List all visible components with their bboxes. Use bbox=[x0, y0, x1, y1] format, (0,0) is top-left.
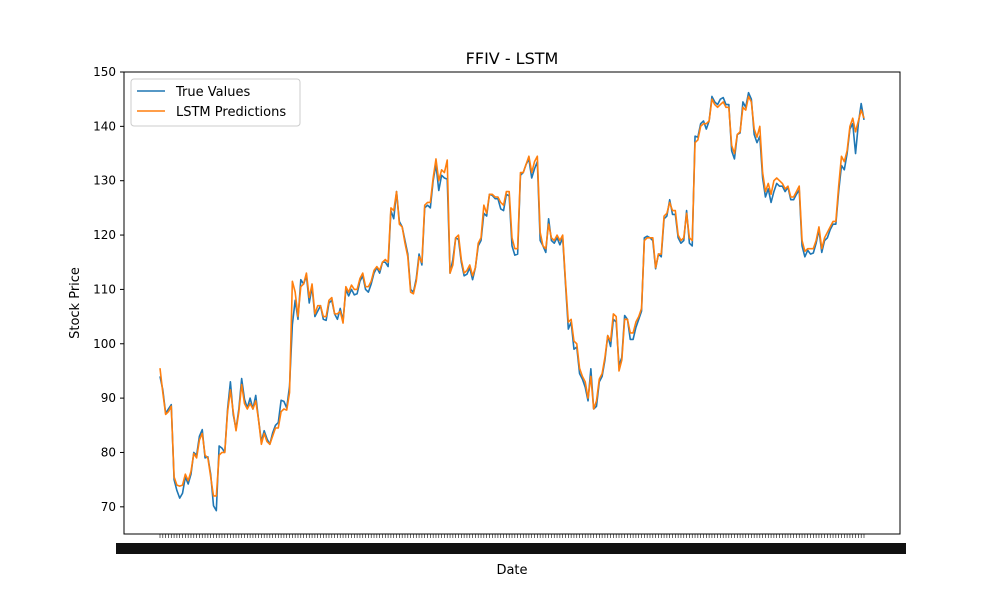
y-tick-label: 100 bbox=[93, 337, 116, 351]
legend-label: LSTM Predictions bbox=[176, 105, 286, 120]
y-tick-label: 150 bbox=[93, 65, 116, 79]
y-tick-label: 140 bbox=[93, 119, 116, 133]
x-axis-label: Date bbox=[496, 563, 527, 578]
y-tick-label: 110 bbox=[93, 282, 116, 296]
x-axis bbox=[116, 534, 906, 554]
legend: True Values LSTM Predictions bbox=[130, 78, 301, 127]
y-axis: 70 80 90 100 110 120 130 140 150 bbox=[93, 65, 124, 514]
x-tick-labels-overlapping bbox=[116, 543, 906, 554]
y-tick-label: 70 bbox=[101, 500, 116, 514]
y-axis-label: Stock Price bbox=[68, 267, 83, 339]
series-line-lstm-predictions bbox=[159, 95, 865, 497]
y-tick-label: 80 bbox=[101, 445, 116, 459]
series-lines bbox=[159, 91, 865, 512]
legend-label: True Values bbox=[175, 85, 250, 100]
y-tick-label: 90 bbox=[101, 391, 116, 405]
y-tick-label: 120 bbox=[93, 228, 116, 242]
chart-title: FFIV - LSTM bbox=[466, 49, 559, 68]
y-tick-label: 130 bbox=[93, 174, 116, 188]
legend-box bbox=[130, 78, 301, 127]
